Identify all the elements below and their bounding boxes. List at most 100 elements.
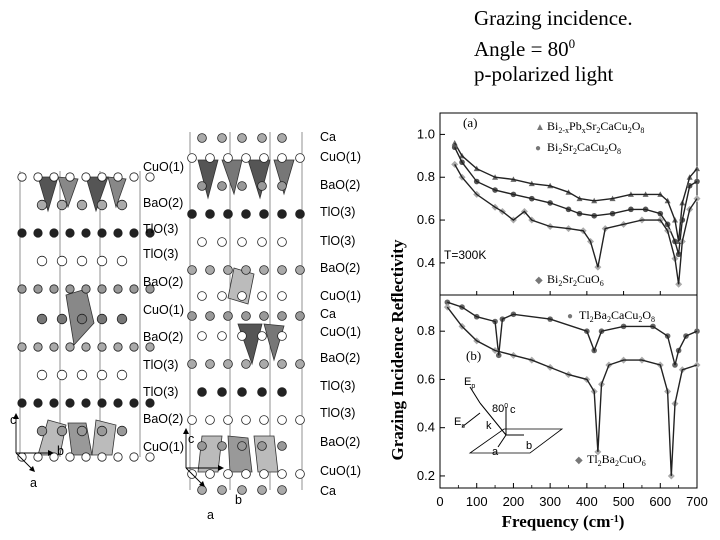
layer-label: CuO(1): [320, 289, 361, 303]
atom: [277, 359, 287, 369]
legend-text-part: Sr: [562, 272, 573, 286]
atom: [295, 359, 305, 369]
legend-text-part: O: [608, 140, 617, 154]
legend-text-part: Bi: [547, 140, 559, 154]
layer-label: BaO(2): [320, 178, 361, 192]
legend-marker: ◆: [535, 275, 543, 286]
atom: [259, 359, 269, 369]
atom: [223, 415, 233, 425]
atom: [145, 398, 155, 408]
atom: [217, 181, 227, 191]
layer-label: TlO(3): [143, 358, 179, 372]
legend-text: Bi2-xPbxSr2CaCu2O8: [547, 119, 644, 135]
legend-text-part: CuO: [577, 272, 600, 286]
atom: [97, 452, 107, 462]
legend-text-part: 2: [615, 459, 619, 468]
atom: [145, 284, 155, 294]
atom: [56, 255, 68, 267]
layer-label: CuO(1): [143, 160, 184, 174]
axis-a-line: [185, 467, 203, 485]
layer-label: TlO(3): [320, 406, 356, 420]
atom: [237, 387, 247, 397]
legend-text-part: CaCu: [600, 119, 627, 133]
y-tick-label: 0.8: [417, 169, 435, 184]
layer-label: BaO(2): [320, 261, 361, 275]
atom: [17, 172, 27, 182]
legend-text: Tl2Ba2CaCu2O8: [579, 308, 655, 324]
legend-text-part: 2: [628, 126, 632, 135]
series-bi2201-point: [451, 160, 459, 168]
layer-label: CuO(1): [143, 440, 184, 454]
atom: [76, 255, 88, 267]
atom: [241, 359, 251, 369]
atom: [33, 342, 43, 352]
atom: [205, 311, 215, 321]
inset-a-arrow: [497, 434, 507, 448]
atom: [217, 331, 227, 341]
atom: [33, 452, 43, 462]
x-tick-label: 700: [686, 494, 708, 509]
crystal-structure-left: [13, 171, 155, 472]
series-tl2201-point: [443, 303, 451, 311]
atom: [187, 415, 197, 425]
atom: [129, 452, 139, 462]
atom: [277, 181, 287, 191]
atom: [277, 209, 287, 219]
atom: [197, 237, 207, 247]
atom: [187, 311, 197, 321]
atom: [241, 469, 251, 479]
reflectivity-chart: 0 100 200 300 400 500 600 700 1.0 0.8 0.6 0.4 0.8 0.6…: [388, 112, 708, 531]
atom: [76, 313, 88, 325]
layer-label: Ca: [320, 484, 336, 498]
atom: [237, 181, 247, 191]
legend-text-part: CaCu: [611, 308, 638, 322]
atom: [116, 255, 128, 267]
legend-marker: ▲: [535, 122, 545, 133]
series-bi2212-point: [451, 144, 458, 151]
atom: [223, 469, 233, 479]
legend-text-part: Bi: [547, 272, 559, 286]
series-bipb2212-point: [451, 139, 458, 146]
atom: [257, 133, 267, 143]
atom: [205, 469, 215, 479]
legend-text-part: 2: [558, 147, 562, 156]
atom: [223, 153, 233, 163]
legend-text-part: Sr: [586, 119, 597, 133]
atom: [116, 369, 128, 381]
inset-k-label-main: k: [486, 420, 492, 432]
x-tick-label: 500: [613, 494, 635, 509]
polyhedron: [85, 176, 109, 213]
x-axis-label-exp: -1: [610, 514, 618, 525]
atom: [295, 209, 305, 219]
atom: [36, 313, 48, 325]
caption-line-2: Angle = 800: [474, 31, 633, 62]
atom: [241, 209, 251, 219]
legend-text-part: 2: [573, 147, 577, 156]
atom: [277, 387, 287, 397]
x-tick-label: 400: [576, 494, 598, 509]
atom: [129, 284, 139, 294]
atom: [65, 228, 75, 238]
atom: [81, 284, 91, 294]
atom: [81, 172, 91, 182]
layer-label: BaO(2): [143, 196, 184, 210]
axis-c-label: c: [188, 432, 195, 446]
atom: [197, 441, 207, 451]
legend-text-part: Sr: [562, 140, 573, 154]
atom: [33, 228, 43, 238]
atom: [257, 485, 267, 495]
atom: [113, 342, 123, 352]
legend-text-part: 2: [598, 459, 602, 468]
x-axis-label-main: Frequency: [502, 512, 580, 531]
atom: [49, 342, 59, 352]
figure-caption: Grazing incidence. Angle = 800 p-polariz…: [474, 6, 633, 87]
atom: [129, 398, 139, 408]
atom: [259, 311, 269, 321]
inset-ep-arrow: [469, 386, 481, 404]
legend-text-part: 6: [600, 279, 604, 288]
y-axis-label: Grazing Incidence Reflectivity: [388, 239, 407, 460]
atom: [277, 485, 287, 495]
layer-label: CuO(1): [320, 150, 361, 164]
atom: [217, 133, 227, 143]
